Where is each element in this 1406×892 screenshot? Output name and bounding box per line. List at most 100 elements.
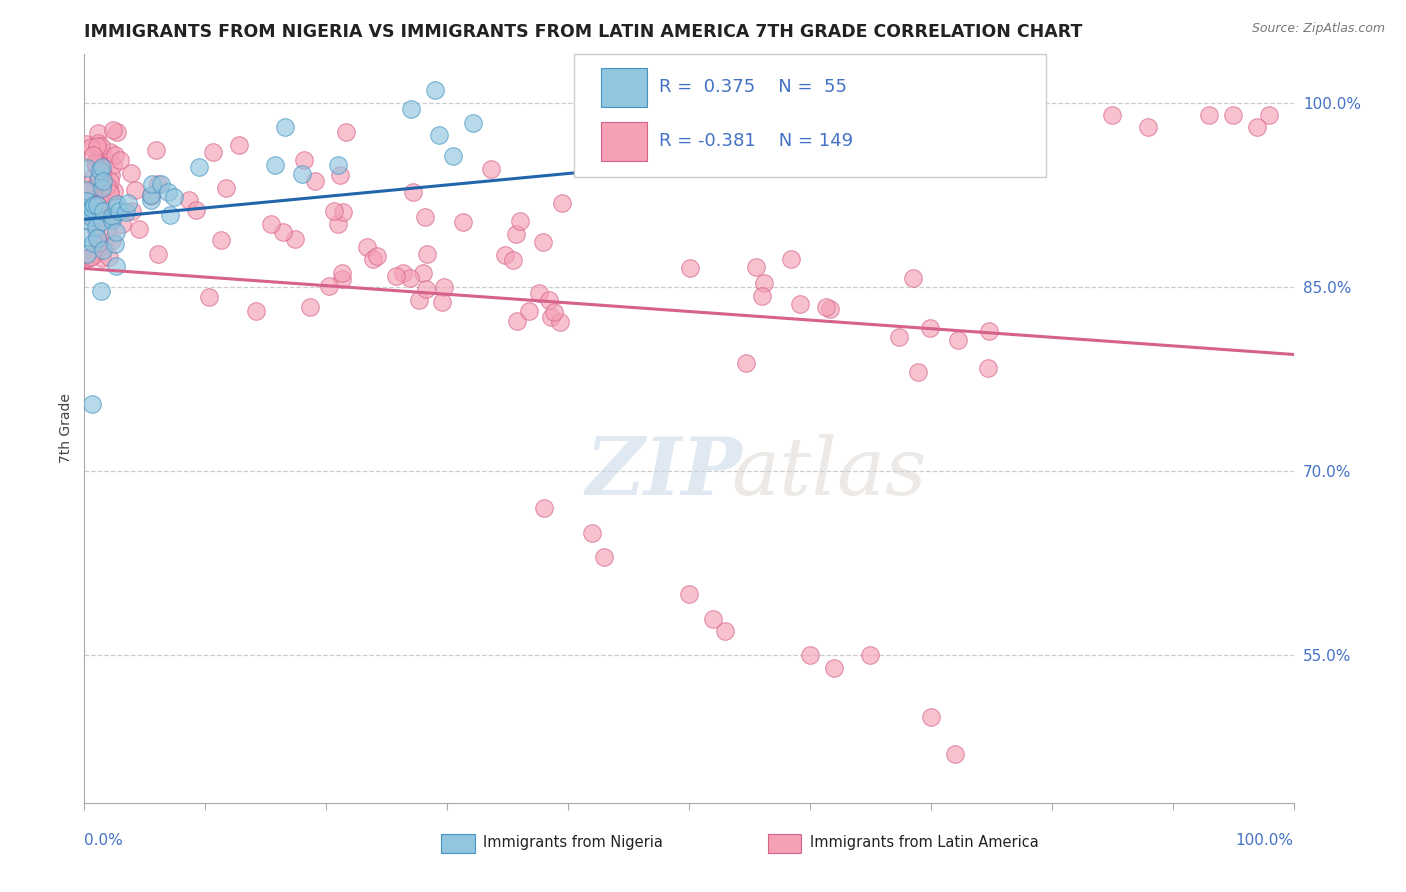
Point (1198, 108, 1220, 122)
Point (304, 174, 326, 188)
Point (209, 233, 232, 247)
Point (91, 174, 114, 188)
Point (519, 304, 541, 318)
Point (86, 139, 108, 153)
Point (76, 185, 98, 199)
Point (93, 168, 115, 182)
Point (502, 253, 524, 268)
Point (1258, 108, 1281, 122)
Point (402, 185, 425, 199)
Point (328, 158, 350, 172)
Point (533, 501, 555, 516)
Point (537, 293, 560, 307)
Point (318, 279, 340, 293)
Point (918, 321, 941, 335)
Point (540, 310, 562, 324)
Point (83, 197, 105, 211)
Point (745, 260, 768, 275)
Point (271, 225, 294, 239)
Point (82, 148, 104, 162)
Point (322, 203, 344, 218)
Point (77, 186, 100, 200)
Point (90, 183, 112, 197)
Point (264, 158, 287, 172)
Point (141, 189, 163, 203)
Point (91, 251, 114, 265)
Point (141, 177, 163, 191)
Point (887, 330, 910, 344)
Point (415, 282, 437, 296)
Point (90, 195, 112, 210)
Point (104, 148, 127, 162)
Point (139, 193, 162, 207)
Point (75, 136, 97, 151)
Point (408, 293, 430, 307)
Point (1101, 108, 1123, 122)
Point (702, 611, 724, 625)
Point (198, 290, 221, 304)
Point (101, 233, 124, 247)
Point (401, 102, 423, 116)
Point (87, 172, 110, 186)
Point (1222, 108, 1244, 122)
Point (111, 217, 134, 231)
Point (87, 157, 110, 171)
Bar (768, 833, 801, 853)
Point (114, 205, 136, 219)
Point (79, 214, 101, 228)
Point (93, 147, 115, 161)
Point (823, 661, 845, 675)
Point (416, 247, 439, 261)
Point (124, 183, 146, 197)
Point (789, 297, 811, 311)
Point (87, 170, 110, 185)
Point (104, 201, 127, 215)
Point (83, 156, 105, 170)
Point (392, 266, 415, 280)
Point (80, 210, 103, 224)
Point (215, 181, 238, 195)
Point (815, 300, 838, 314)
Point (90, 160, 112, 174)
Point (141, 187, 163, 202)
Point (245, 303, 267, 318)
Point (159, 208, 181, 222)
Point (859, 648, 882, 663)
Point (593, 550, 616, 565)
Point (977, 360, 1000, 375)
Point (548, 315, 571, 329)
Point (145, 143, 167, 157)
Point (79, 202, 101, 216)
Point (86, 197, 108, 211)
Point (90, 139, 112, 153)
Point (148, 177, 170, 191)
Point (100, 168, 122, 182)
Point (291, 168, 314, 182)
Point (105, 225, 128, 239)
Point (228, 137, 250, 152)
Point (117, 196, 139, 211)
Point (398, 270, 420, 285)
Point (531, 235, 554, 250)
Point (818, 301, 841, 316)
Point (441, 149, 464, 163)
Point (461, 116, 484, 130)
Text: IMMIGRANTS FROM NIGERIA VS IMMIGRANTS FROM LATIN AMERICA 7TH GRADE CORRELATION C: IMMIGRANTS FROM NIGERIA VS IMMIGRANTS FR… (84, 23, 1083, 41)
Point (89, 163, 111, 178)
Point (76, 202, 98, 217)
Point (79, 250, 101, 264)
Point (543, 305, 565, 319)
Bar (441, 833, 475, 853)
Point (90, 240, 112, 254)
Point (163, 190, 186, 204)
Point (186, 202, 208, 217)
Point (84, 153, 107, 167)
Point (907, 365, 929, 379)
Point (101, 158, 124, 172)
Point (751, 288, 773, 302)
Point (412, 266, 434, 280)
Point (108, 153, 131, 167)
Bar (600, 122, 647, 161)
Point (98, 173, 121, 187)
Point (551, 195, 574, 210)
